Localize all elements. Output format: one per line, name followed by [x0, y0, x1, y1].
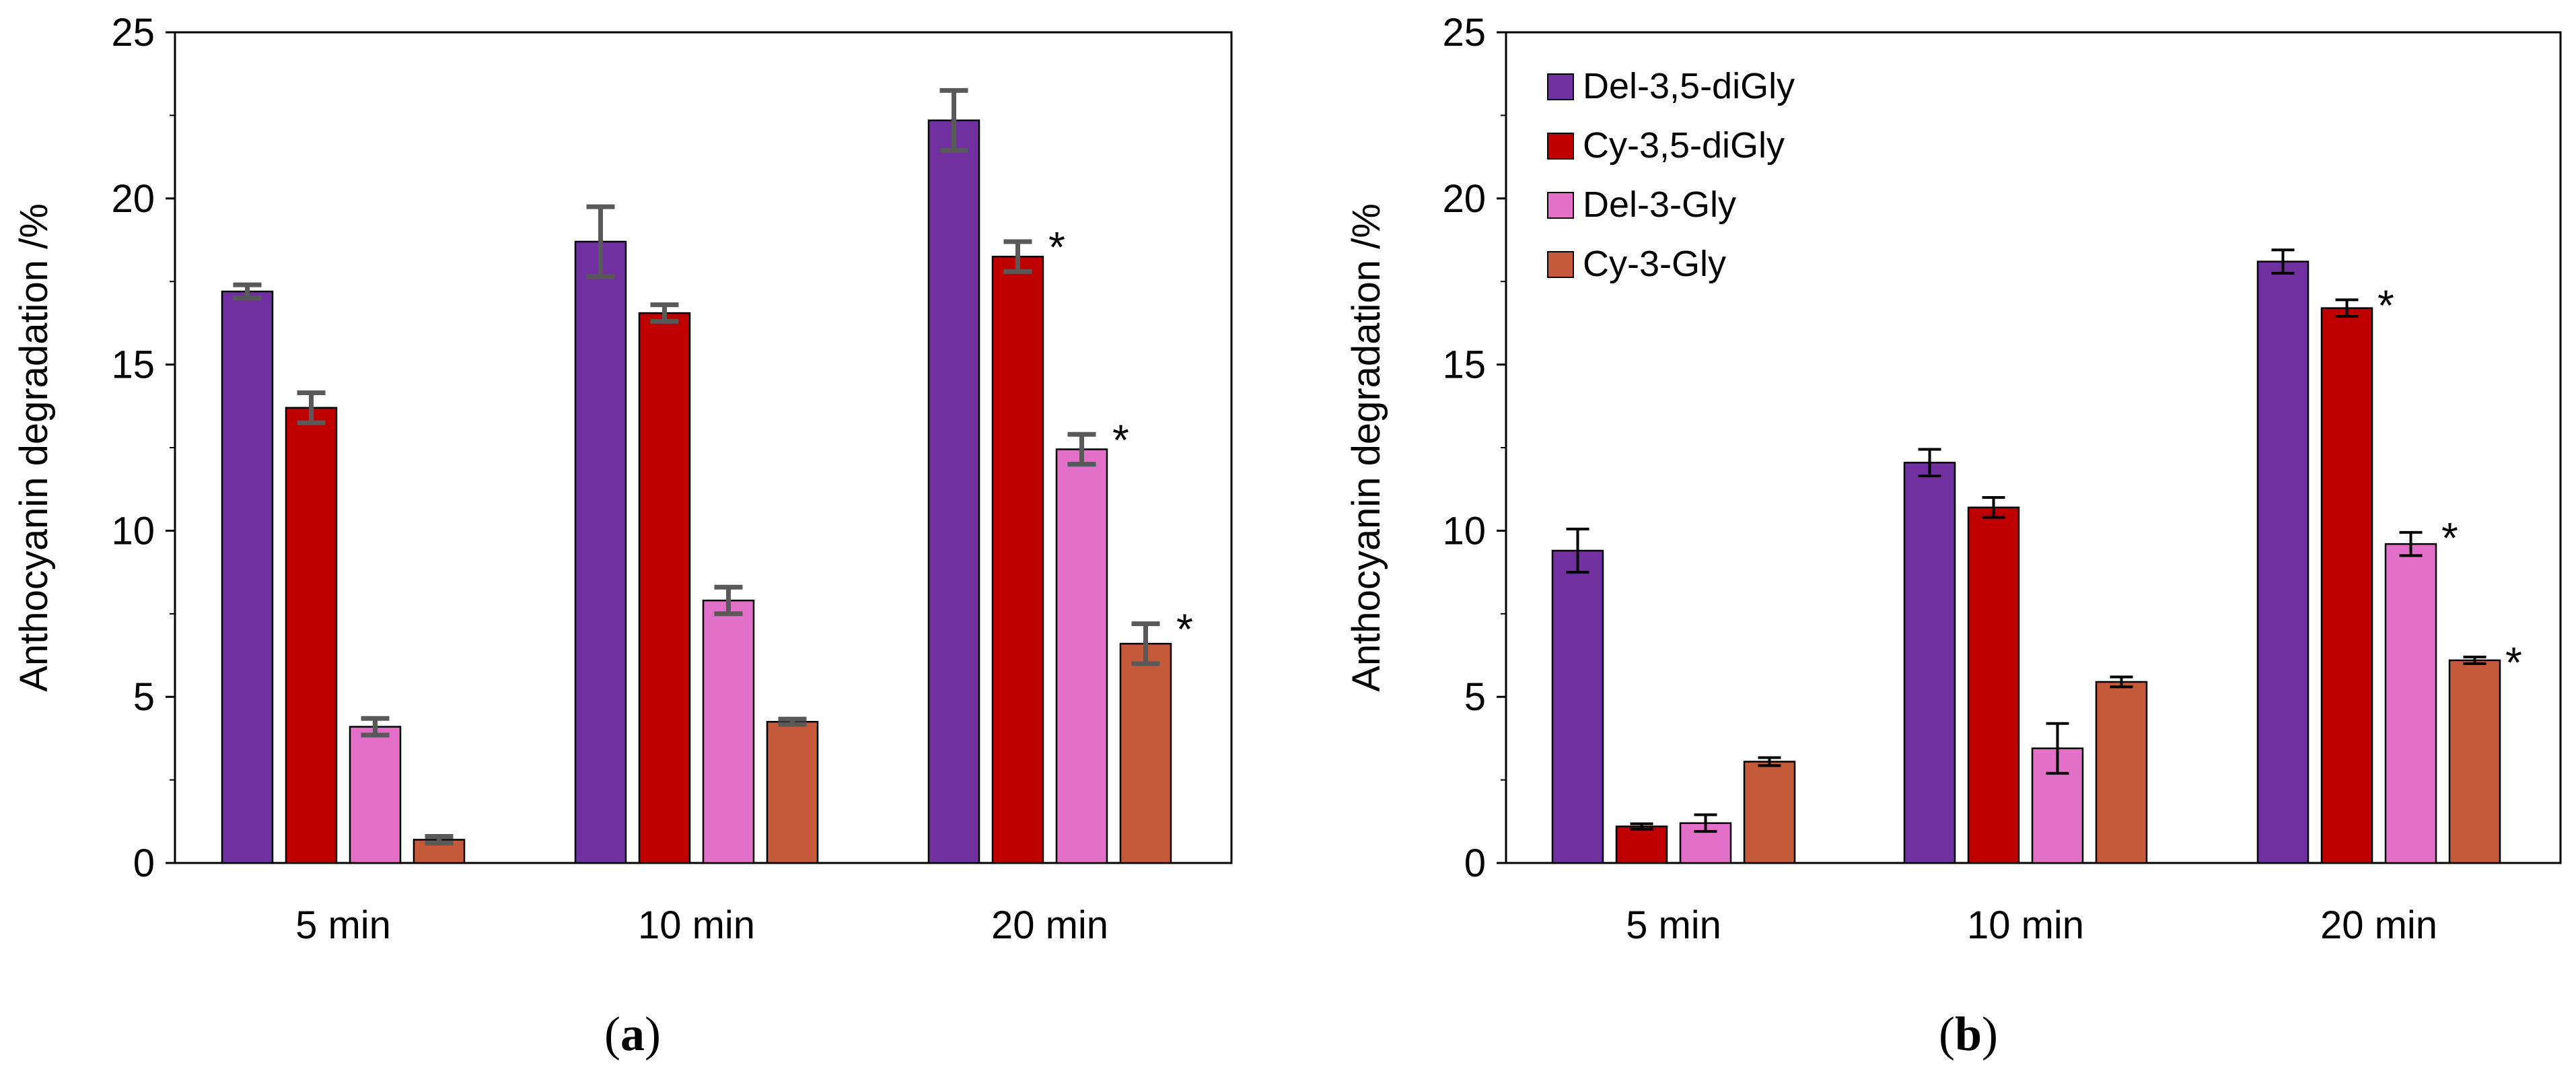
- bar: [927, 119, 980, 864]
- bar: [1055, 448, 1108, 864]
- y-tick-label: 0: [133, 841, 155, 885]
- legend-label: Cy-3-Gly: [1583, 244, 1726, 284]
- panel-label-a: (a): [604, 1007, 661, 1061]
- legend-swatch: [1547, 133, 1574, 160]
- significance-marker: *: [1048, 223, 1065, 271]
- category-label: 20 min: [991, 903, 1108, 947]
- bar: [1903, 461, 1956, 864]
- legend-swatch: [1547, 192, 1574, 219]
- category-label: 20 min: [2320, 903, 2437, 947]
- category-label: 10 min: [1967, 903, 2084, 947]
- category-label: 5 min: [295, 903, 391, 947]
- y-tick-label: 20: [1442, 177, 1486, 221]
- y-tick-label: 0: [1464, 841, 1486, 885]
- significance-marker: *: [2441, 514, 2458, 562]
- legend-label: Del-3-Gly: [1583, 184, 1736, 225]
- legend-label: Cy-3,5-diGly: [1583, 125, 1785, 166]
- bar: [2384, 543, 2437, 864]
- panel-label-b: (b): [1939, 1007, 1998, 1061]
- y-tick-label: 25: [1442, 11, 1486, 55]
- y-tick-label: 15: [111, 343, 155, 387]
- bar: [702, 599, 755, 864]
- significance-marker: *: [1112, 415, 1129, 464]
- bar: [574, 240, 627, 864]
- bar: [1119, 642, 1172, 864]
- bar: [638, 312, 691, 864]
- y-axis-title: Anthocyanin degradation /%: [12, 203, 56, 692]
- significance-marker: *: [2377, 281, 2394, 329]
- bar: [2448, 659, 2501, 864]
- y-tick-label: 5: [1464, 675, 1486, 719]
- bar: [1743, 761, 1796, 864]
- significance-marker: *: [1176, 605, 1193, 654]
- bar: [2095, 681, 2148, 864]
- bar: [285, 407, 338, 864]
- category-label: 10 min: [638, 903, 755, 947]
- legend-label: Del-3,5-diGly: [1583, 66, 1795, 106]
- legend-swatch: [1547, 251, 1574, 278]
- bar: [2256, 261, 2310, 864]
- chart-panel-a: 0 5 10 15 20 25 Anthocyanin degradation /% 5 mi…: [12, 11, 1233, 947]
- y-tick-label: 20: [111, 177, 155, 221]
- category-label: 5 min: [1626, 903, 1721, 947]
- bar: [349, 726, 402, 864]
- bar: [991, 255, 1044, 864]
- y-tick-label: 25: [111, 11, 155, 55]
- y-tick-label: 15: [1442, 343, 1486, 387]
- y-axis-title: Anthocyanin degradation /%: [1345, 203, 1388, 692]
- chart-panel-b: 0 5 10 15 20 25 Anthocyanin degradation /% 5 mi…: [1345, 11, 2562, 947]
- bar: [2320, 307, 2373, 864]
- bar: [221, 290, 274, 864]
- significance-marker: *: [2505, 638, 2522, 687]
- bar: [1967, 506, 2020, 864]
- bar: [1551, 549, 1604, 864]
- y-tick-label: 10: [111, 509, 155, 553]
- bar: [413, 839, 466, 864]
- y-tick-label: 5: [133, 675, 155, 719]
- y-tick-label: 10: [1442, 509, 1486, 553]
- bar: [766, 720, 819, 864]
- bar: [1615, 825, 1668, 864]
- legend-swatch: [1547, 73, 1574, 100]
